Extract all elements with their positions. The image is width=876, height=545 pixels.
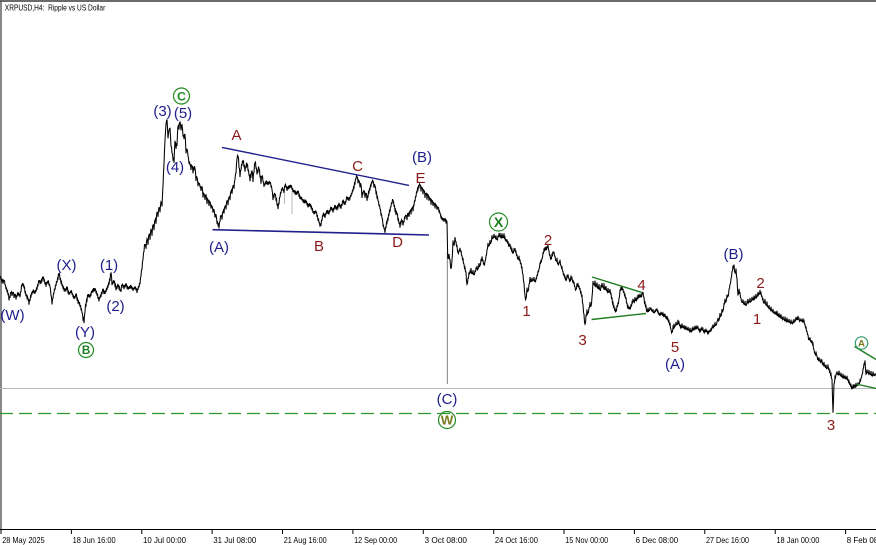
svg-text:(5): (5): [174, 105, 192, 122]
svg-text:D: D: [392, 234, 403, 251]
svg-text:12 Sep 00:00: 12 Sep 00:00: [354, 535, 397, 545]
svg-text:21 Aug 16:00: 21 Aug 16:00: [284, 535, 327, 545]
svg-text:8 Feb 08:00: 8 Feb 08:00: [847, 535, 876, 545]
svg-text:(1): (1): [100, 257, 118, 274]
svg-text:(X): (X): [57, 257, 77, 274]
svg-text:1: 1: [522, 303, 530, 320]
svg-text:(Y): (Y): [75, 324, 95, 341]
svg-text:27 Dec 16:00: 27 Dec 16:00: [706, 535, 749, 545]
svg-text:(B): (B): [412, 149, 432, 166]
svg-text:15 Nov 00:00: 15 Nov 00:00: [565, 535, 608, 545]
svg-text:1: 1: [753, 311, 761, 328]
svg-text:(4): (4): [166, 159, 184, 176]
svg-text:W: W: [441, 413, 454, 428]
svg-text:5: 5: [671, 339, 679, 356]
svg-text:4: 4: [637, 277, 645, 294]
svg-text:(3): (3): [153, 103, 171, 120]
svg-text:(A): (A): [209, 239, 229, 256]
svg-text:XRPUSD,H4: Ripple vs US Dolla: XRPUSD,H4: Ripple vs US Dollar: [5, 2, 106, 12]
svg-text:24 Oct 16:00: 24 Oct 16:00: [495, 535, 538, 545]
svg-text:18 Jan 00:00: 18 Jan 00:00: [776, 535, 819, 545]
svg-text:C: C: [352, 158, 363, 175]
svg-text:B: B: [314, 238, 324, 255]
svg-text:18 Jun 16:00: 18 Jun 16:00: [73, 535, 116, 545]
svg-text:3: 3: [827, 417, 835, 434]
svg-text:(C): (C): [437, 391, 458, 408]
svg-text:E: E: [415, 170, 425, 187]
svg-text:31 Jul 08:00: 31 Jul 08:00: [213, 535, 256, 545]
svg-text:3: 3: [578, 332, 586, 349]
svg-text:(B): (B): [724, 246, 744, 263]
svg-text:(A): (A): [665, 356, 685, 373]
svg-text:3 Oct 08:00: 3 Oct 08:00: [425, 535, 468, 545]
svg-text:(2): (2): [106, 298, 124, 315]
svg-text:A: A: [858, 338, 865, 349]
svg-text:C: C: [177, 89, 186, 103]
svg-text:2: 2: [756, 275, 764, 292]
svg-text:28 May 2025: 28 May 2025: [2, 535, 45, 545]
svg-text:X: X: [494, 214, 504, 230]
svg-text:A: A: [231, 127, 241, 144]
svg-text:10 Jul 00:00: 10 Jul 00:00: [143, 535, 186, 545]
svg-text:B: B: [82, 344, 90, 357]
svg-text:2: 2: [544, 232, 552, 249]
svg-text:(W): (W): [0, 307, 24, 324]
svg-text:6 Dec 08:00: 6 Dec 08:00: [636, 535, 679, 545]
